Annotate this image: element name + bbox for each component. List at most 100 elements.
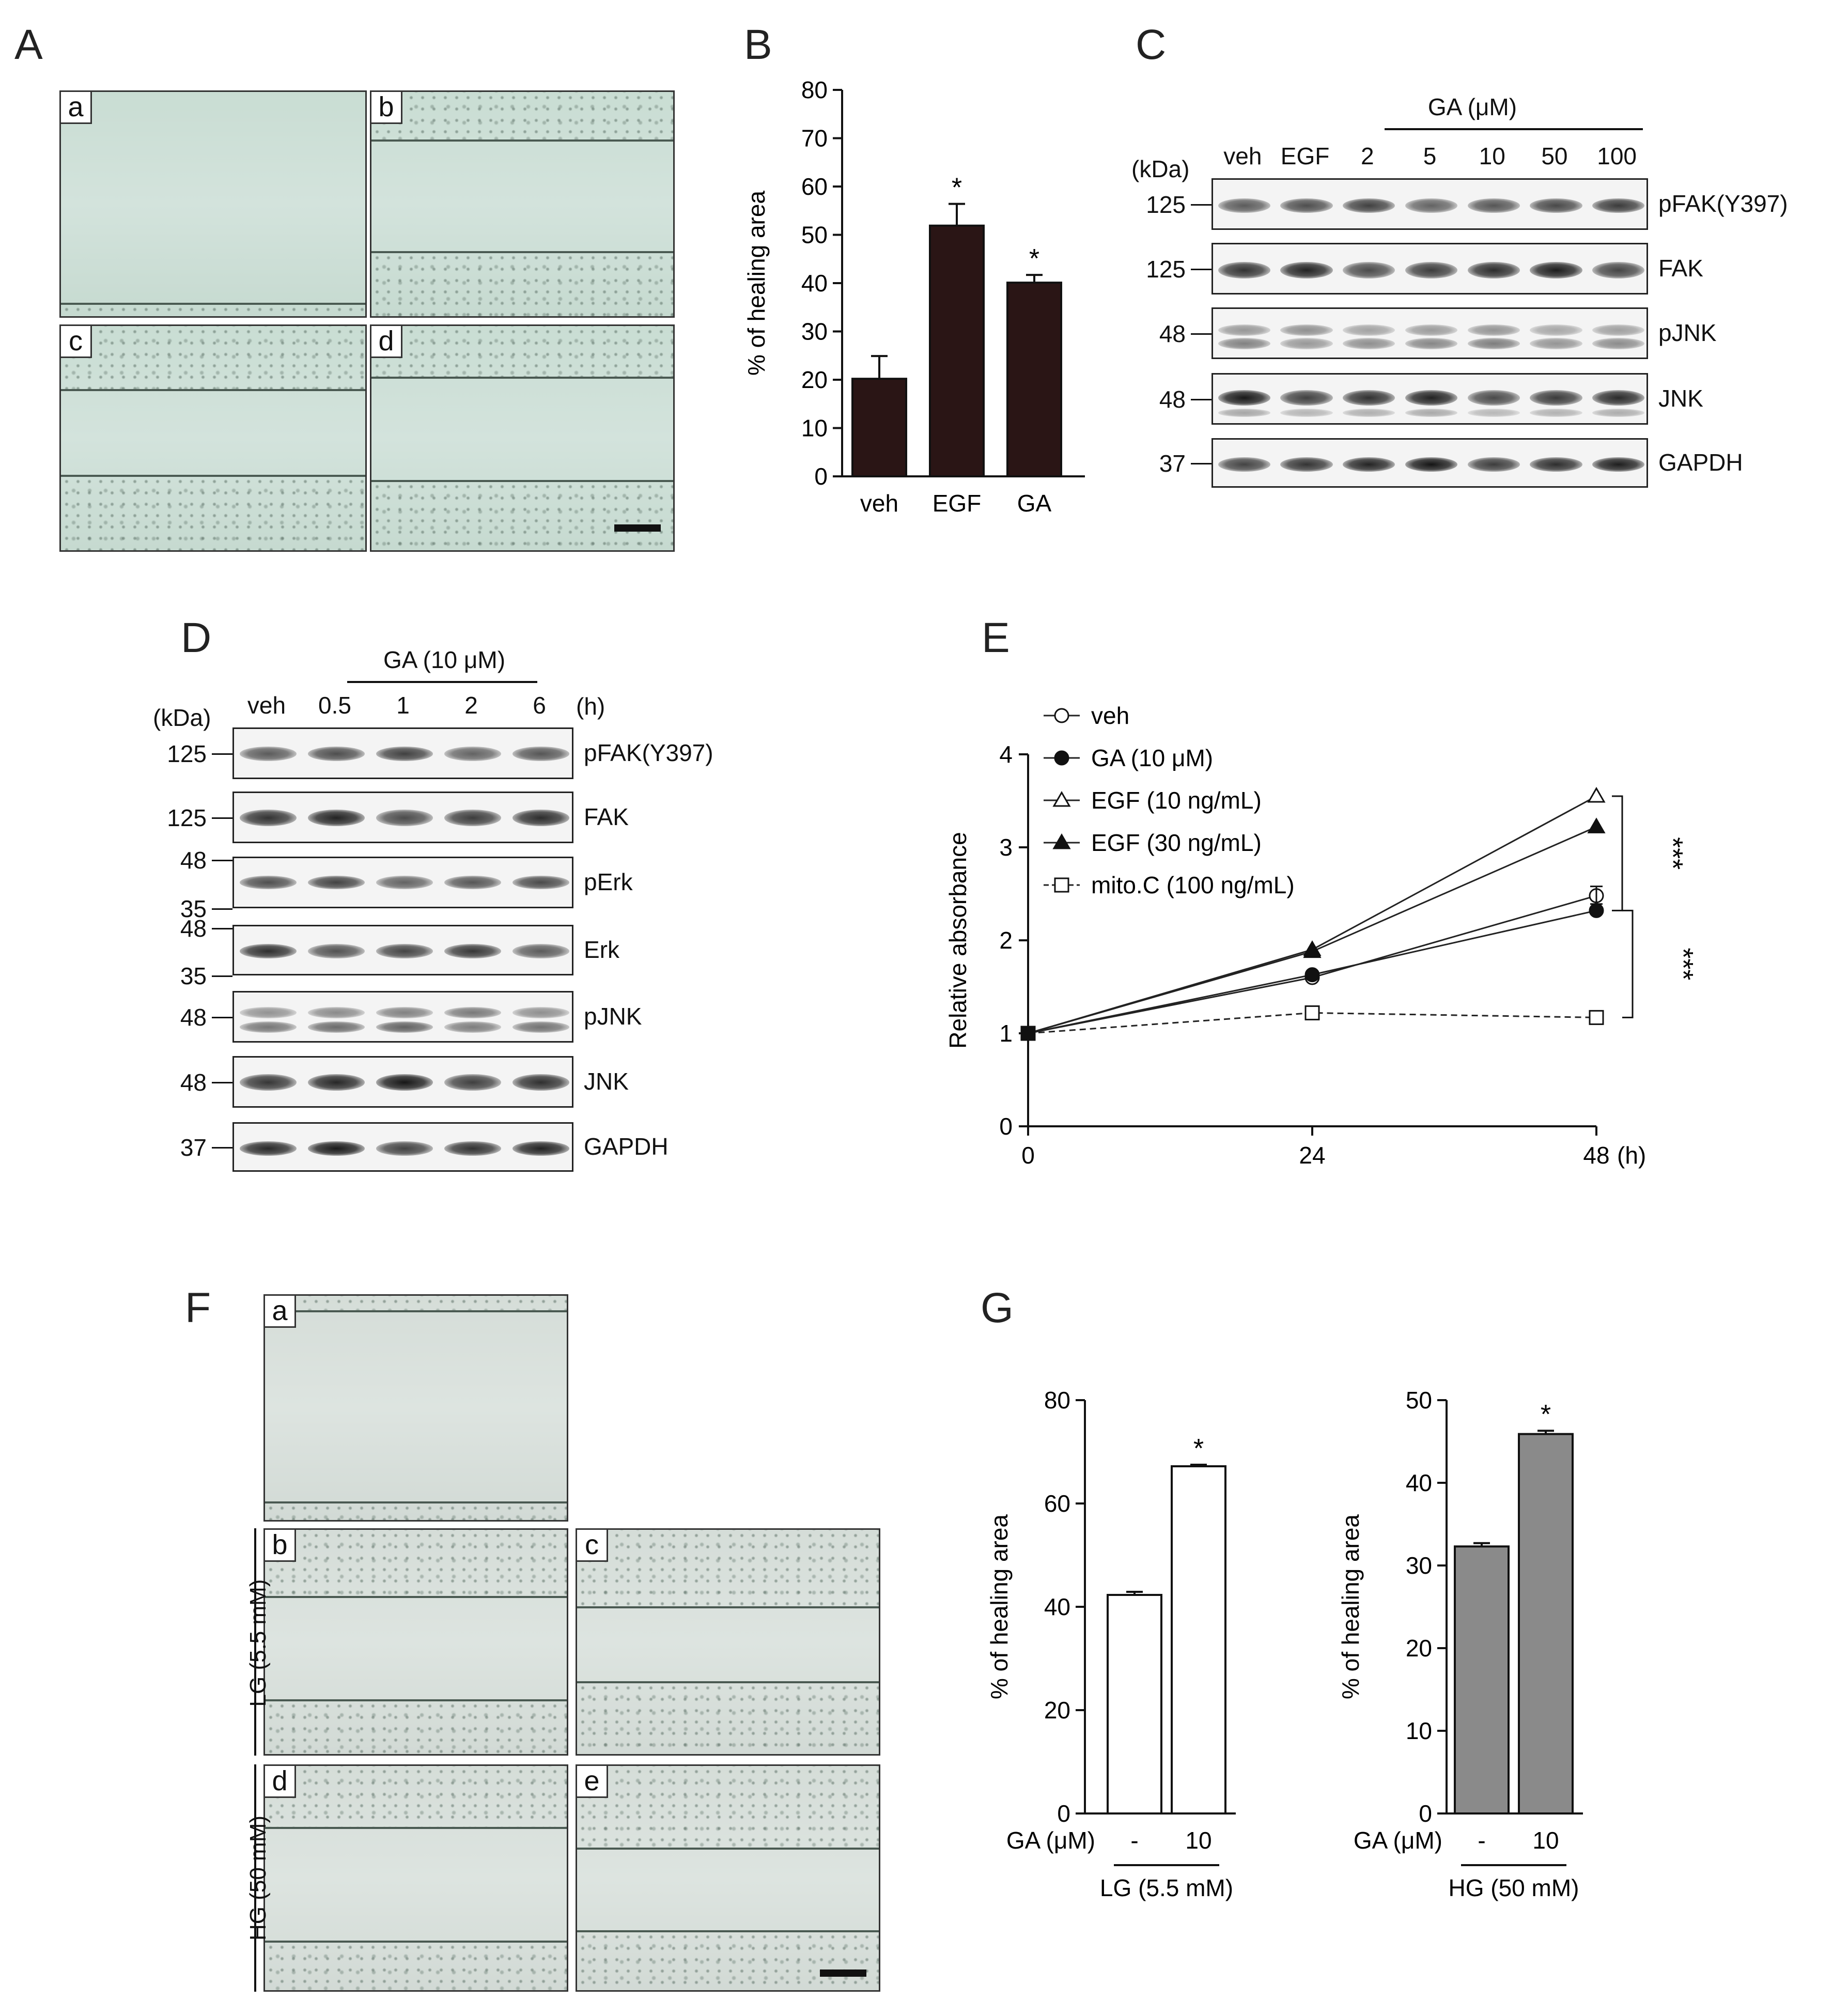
blot-strip bbox=[1211, 438, 1648, 488]
data-point bbox=[1589, 1010, 1604, 1025]
bar bbox=[1454, 1545, 1510, 1815]
blot-band bbox=[239, 1074, 297, 1091]
blot-band bbox=[1405, 198, 1458, 213]
kda-label: (kDa) bbox=[1131, 156, 1190, 182]
blot-band bbox=[1343, 390, 1395, 406]
protein-label: pJNK bbox=[1658, 319, 1717, 346]
lane-label: 10 bbox=[1479, 143, 1505, 169]
x-unit-label: (h) bbox=[1617, 1142, 1646, 1169]
blot-band bbox=[1280, 262, 1333, 278]
blot-band bbox=[1592, 390, 1645, 406]
micrograph-d: d bbox=[370, 324, 675, 552]
blot-band bbox=[376, 1021, 433, 1033]
panel-letter-e: E bbox=[982, 614, 1010, 661]
blot-band bbox=[1530, 338, 1582, 349]
blot-band bbox=[444, 810, 502, 826]
blot-band bbox=[376, 1007, 433, 1018]
protein-label: GAPDH bbox=[584, 1133, 669, 1160]
micrograph-label: c bbox=[61, 326, 92, 358]
protein-label: pFAK(Y397) bbox=[1658, 190, 1788, 217]
blot-band bbox=[1280, 390, 1333, 406]
kda-marker: 48 bbox=[180, 915, 207, 942]
blot-band bbox=[444, 876, 502, 889]
blot-band bbox=[239, 1021, 297, 1033]
kda-marker: 125 bbox=[1146, 256, 1186, 283]
x-tick-label: 10 bbox=[1532, 1827, 1559, 1854]
panel-letter-c: C bbox=[1136, 21, 1167, 68]
group-label: HG (50 mM) bbox=[1449, 1874, 1579, 1901]
micrograph-label: e bbox=[577, 1766, 608, 1798]
y-tick-label: 20 bbox=[801, 366, 828, 393]
blot-band bbox=[1405, 324, 1458, 336]
y-tick-label: 20 bbox=[1406, 1635, 1432, 1662]
blot-band bbox=[512, 1007, 570, 1018]
data-point bbox=[1303, 942, 1322, 958]
panel-letter-g: G bbox=[981, 1284, 1014, 1331]
blot-band bbox=[1530, 198, 1582, 213]
legend-entry: veh bbox=[1091, 702, 1129, 729]
origin-point bbox=[1021, 1027, 1035, 1040]
kda-tick bbox=[212, 1147, 232, 1149]
panel-g-chart-lg: 0 20 40 60 80 % of healing area - 10 * GA (μM)LG … bbox=[986, 1387, 1236, 1901]
blot-strip bbox=[232, 857, 573, 908]
blot-band bbox=[1218, 262, 1271, 278]
blot-band bbox=[239, 810, 297, 826]
y-tick-label: 0 bbox=[1057, 1800, 1070, 1827]
y-tick-label: 50 bbox=[1406, 1387, 1432, 1414]
panel-d-group-label: GA (10 μM) bbox=[383, 646, 506, 673]
blot-band bbox=[376, 944, 433, 958]
blot-band bbox=[307, 1021, 365, 1033]
kda-marker: 37 bbox=[1159, 450, 1186, 477]
y-tick-label: 40 bbox=[801, 270, 828, 297]
kda-marker: 48 bbox=[1159, 386, 1186, 413]
bar bbox=[851, 378, 907, 477]
lane-label: veh bbox=[247, 692, 286, 719]
blot-band bbox=[239, 944, 297, 958]
blot-band bbox=[1405, 338, 1458, 349]
bar bbox=[1518, 1433, 1574, 1815]
blot-band bbox=[1343, 409, 1395, 417]
blot-band bbox=[1218, 409, 1271, 417]
blot-band bbox=[1218, 457, 1271, 472]
panel-g-chart-hg: 0 10 20 30 40 50 % of healing area - 10 * GA (μM) H… bbox=[1337, 1387, 1583, 1901]
blot-band bbox=[239, 1141, 297, 1156]
blot-strip bbox=[1211, 243, 1648, 294]
blot-band bbox=[1405, 390, 1458, 406]
protein-label: FAK bbox=[584, 803, 629, 830]
y-axis-label: % of healing area bbox=[986, 1514, 1013, 1699]
blot-band bbox=[307, 810, 365, 826]
y-tick-label: 0 bbox=[999, 1113, 1013, 1140]
significance-mark: *** bbox=[1657, 837, 1688, 870]
protein-label: Erk bbox=[584, 936, 619, 963]
kda-tick bbox=[1191, 333, 1211, 335]
blot-band bbox=[1343, 338, 1395, 349]
bar bbox=[1171, 1465, 1226, 1815]
blot-band bbox=[1467, 262, 1520, 278]
blot-band bbox=[1530, 457, 1582, 472]
blot-band bbox=[1280, 324, 1333, 336]
scale-bar bbox=[614, 524, 661, 532]
kda-tick bbox=[212, 928, 232, 929]
blot-band bbox=[307, 747, 365, 761]
micrograph-b: b bbox=[263, 1528, 568, 1756]
kda-marker: 35 bbox=[180, 895, 207, 922]
micrograph-label: b bbox=[265, 1530, 296, 1562]
y-axis-label: % of healing area bbox=[743, 191, 770, 376]
blot-band bbox=[376, 747, 433, 761]
y-tick-label: 1 bbox=[999, 1020, 1013, 1047]
blot-band bbox=[1280, 457, 1333, 472]
kda-tick bbox=[1191, 463, 1211, 464]
lane-label: 6 bbox=[533, 692, 546, 719]
bar bbox=[1107, 1594, 1162, 1815]
legend-entry: GA (10 μM) bbox=[1091, 745, 1213, 771]
kda-marker: 35 bbox=[180, 963, 207, 989]
micrograph-b: b bbox=[370, 90, 675, 318]
panel-e-chart: 0 1 2 3 4 0 24 48 (h) Relative absorbance veh GA (1… bbox=[944, 702, 1695, 1169]
legend-marker bbox=[1054, 708, 1069, 723]
blot-band bbox=[1530, 390, 1582, 406]
data-point bbox=[1587, 817, 1606, 833]
kda-tick bbox=[212, 860, 232, 861]
blot-band bbox=[239, 1007, 297, 1018]
blot-band bbox=[444, 1021, 502, 1033]
blot-band bbox=[1343, 324, 1395, 336]
